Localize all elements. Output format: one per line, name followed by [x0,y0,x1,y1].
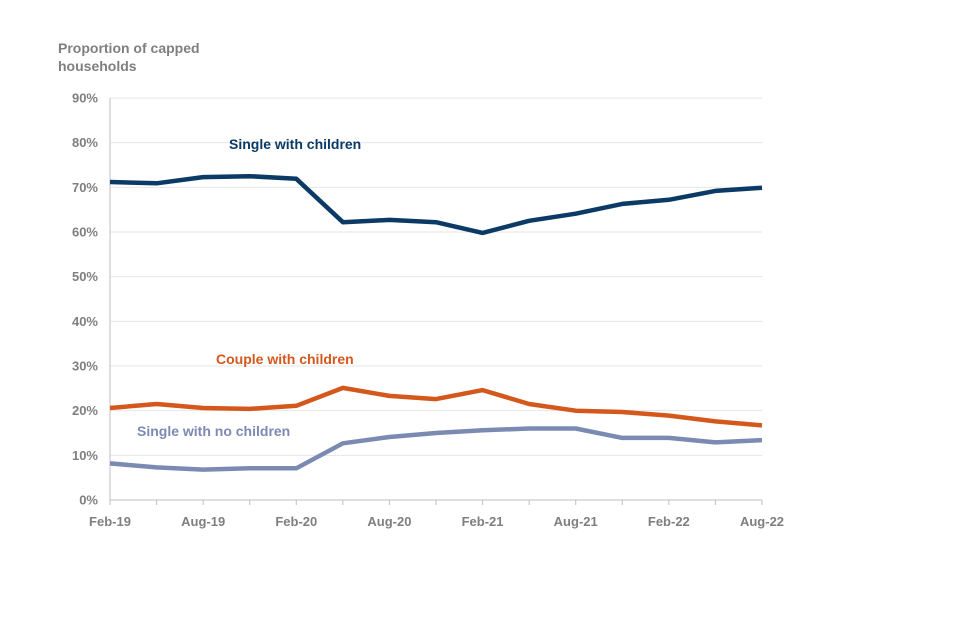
series-line-couple-with-children [109,385,763,428]
y-tick-label: 20% [72,403,98,418]
y-tick-label: 0% [79,493,98,508]
x-tick-label: Aug-21 [554,514,598,529]
y-tick-label: 30% [72,359,98,374]
x-tick-label: Aug-20 [367,514,411,529]
series-label-single-with-no-children: Single with no children [137,423,290,439]
y-tick-label: 50% [72,269,98,284]
y-axis-label-line-2: households [58,58,137,74]
x-axis-ticks: Feb-19 Aug-19 Feb-20 Aug-20 Feb-21 Aug-21 Feb-… [89,500,784,529]
series-line-single-with-children [109,173,763,236]
x-tick-label: Feb-22 [648,514,690,529]
y-tick-label: 40% [72,314,98,329]
gridlines [110,97,762,456]
series-line-single-with-no-children [109,426,763,472]
x-tick-label: Aug-19 [181,514,225,529]
y-tick-label: 60% [72,225,98,240]
y-axis-label-line-1: Proportion of capped [58,40,200,56]
x-tick-label: Feb-19 [89,514,131,529]
x-tick-label: Feb-21 [462,514,504,529]
series-label-couple-with-children: Couple with children [216,351,354,367]
y-tick-label: 80% [72,135,98,150]
y-axis-ticks: 0% 10% 20% 30% 40% 50% 60% 70% 80% 90% [72,91,98,508]
y-tick-label: 70% [72,180,98,195]
x-tick-label: Feb-20 [275,514,317,529]
x-tick-label: Aug-22 [740,514,784,529]
series-label-single-with-children: Single with children [229,136,361,152]
series-group [109,173,763,472]
y-tick-label: 10% [72,448,98,463]
y-tick-label: 90% [72,91,98,106]
